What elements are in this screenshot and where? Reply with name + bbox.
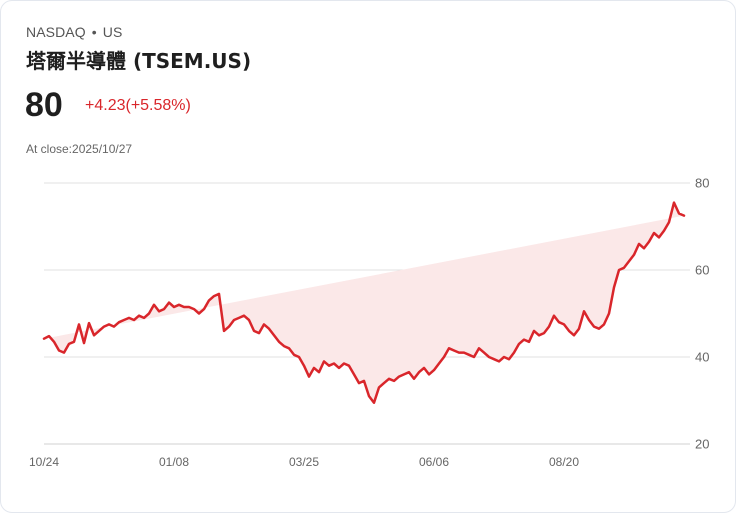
price-change: +4.23(+5.58%) <box>85 97 191 114</box>
market-name: US <box>102 24 123 40</box>
y-axis-labels: 20 40 60 80 <box>695 176 709 452</box>
exchange-name: NASDAQ <box>26 24 86 40</box>
stock-title: 塔爾半導體 (TSEM.US) <box>26 49 252 73</box>
exchange-label: NASDAQ • US <box>26 24 122 40</box>
y-tick-label: 40 <box>695 350 709 365</box>
x-tick-label: 06/06 <box>419 455 449 469</box>
close-date: At close:2025/10/27 <box>26 142 133 156</box>
separator-dot: • <box>91 24 97 40</box>
price-area-fill <box>44 202 684 403</box>
x-tick-label: 08/20 <box>549 455 579 469</box>
x-axis-labels: 10/24 01/08 03/25 06/06 08/20 <box>29 455 579 469</box>
x-tick-label: 10/24 <box>29 455 59 469</box>
y-tick-label: 20 <box>695 437 709 452</box>
price-line <box>42 201 686 404</box>
current-price: 80 <box>25 86 63 124</box>
x-tick-label: 01/08 <box>159 455 189 469</box>
x-tick-label: 03/25 <box>289 455 319 469</box>
y-tick-label: 80 <box>695 176 709 191</box>
y-tick-label: 60 <box>695 263 709 278</box>
